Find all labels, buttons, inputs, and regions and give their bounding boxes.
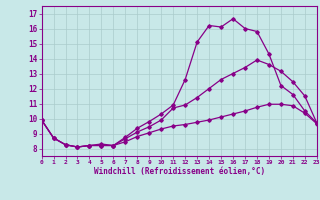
X-axis label: Windchill (Refroidissement éolien,°C): Windchill (Refroidissement éolien,°C) [94,167,265,176]
